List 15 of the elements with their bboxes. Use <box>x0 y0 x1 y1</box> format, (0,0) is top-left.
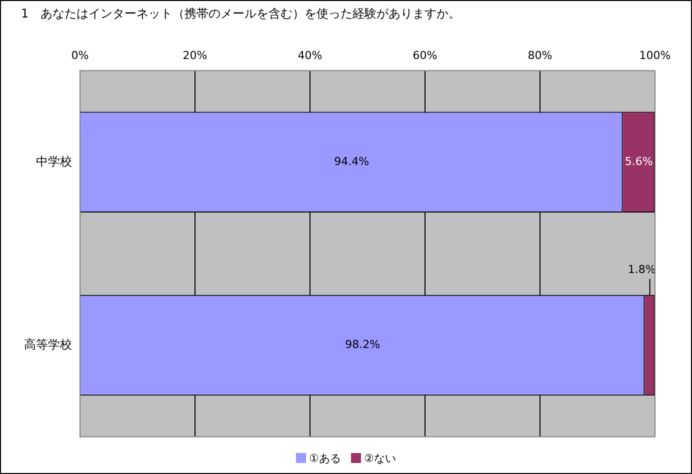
y-tick-label: 中学校 <box>36 154 72 168</box>
data-label: 98.2% <box>345 338 380 352</box>
x-tick-label: 0% <box>71 48 89 62</box>
data-label: 1.8% <box>628 262 656 276</box>
legend-label: ②ない <box>364 450 396 466</box>
x-tick-label: 40% <box>298 48 322 62</box>
y-tick-label: 高等学校 <box>24 337 72 352</box>
data-label: 94.4% <box>334 155 370 168</box>
x-tick-label: 60% <box>412 48 438 62</box>
chart-title: 1 あなたはインターネット（携帯のメールを含む）を使った経験がありますか。 <box>21 6 461 20</box>
x-tick-label: 80% <box>528 48 552 62</box>
x-tick-label: 20% <box>182 48 208 62</box>
data-label: 5.6% <box>624 155 653 168</box>
x-tick-label: 100% <box>639 48 671 62</box>
legend-label: ①ある <box>309 450 341 466</box>
